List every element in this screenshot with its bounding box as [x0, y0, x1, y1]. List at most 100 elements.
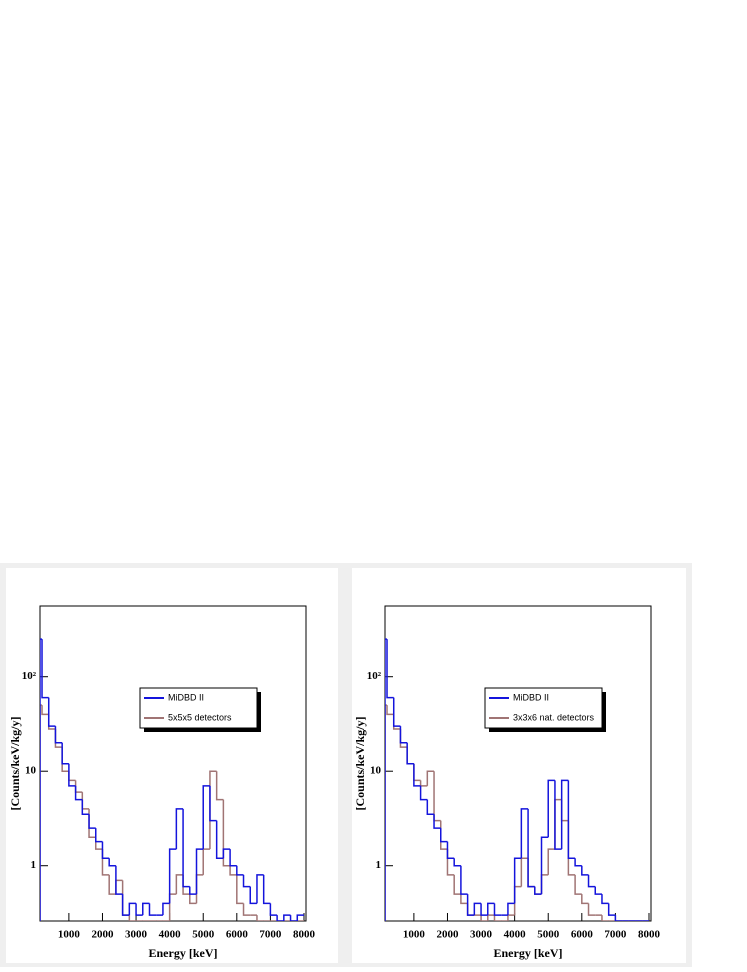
x-tick-label: 4000: [504, 929, 527, 941]
y-tick-label: 10: [370, 765, 382, 777]
x-axis-label: Energy [keV]: [149, 946, 218, 960]
histogram-bin: [487, 914, 495, 921]
histogram-bin: [283, 914, 291, 921]
histogram-bin: [256, 915, 264, 921]
histogram-bin: [209, 770, 217, 850]
histogram-bin: [513, 857, 522, 904]
histogram-bin: [88, 814, 96, 829]
legend-label: MiDBD II: [513, 692, 549, 702]
histogram-bin: [256, 874, 264, 904]
legend-label: 3x3x6 nat. detectors: [513, 712, 595, 722]
histogram-bin: [493, 903, 502, 916]
histogram-bin: [601, 894, 609, 905]
histogram-bin: [480, 915, 488, 921]
histogram-bin: [386, 639, 394, 699]
x-tick-label: 6000: [226, 929, 249, 941]
histogram-bin: [121, 894, 130, 916]
legend-label: 5x5x5 detectors: [168, 712, 232, 722]
histogram-bin: [419, 785, 428, 801]
histogram-bin: [135, 903, 143, 916]
histogram-bin: [440, 828, 448, 843]
histogram-bin: [547, 779, 555, 838]
histogram-bin: [128, 902, 137, 916]
histogram-bin: [195, 848, 204, 895]
histogram-bin: [413, 763, 421, 787]
histogram-bin: [74, 785, 83, 801]
histogram-bin: [108, 874, 116, 895]
histogram-bin: [222, 848, 231, 859]
histogram-bin: [581, 865, 589, 876]
histogram-bin: [581, 894, 589, 905]
histogram-bin: [262, 874, 271, 905]
histogram-bin: [493, 915, 502, 921]
histogram-bin: [453, 874, 461, 895]
histogram-bin: [242, 903, 251, 916]
y-axis-label: [Counts/keV/kg/y]: [8, 716, 22, 810]
histogram-bin: [162, 902, 170, 916]
x-tick-label: 7000: [259, 929, 282, 941]
histogram-bin: [115, 865, 123, 895]
histogram-bin: [473, 902, 482, 916]
histogram-bin: [189, 886, 197, 895]
histogram-bin: [41, 639, 49, 699]
histogram-bin: [182, 808, 190, 888]
histogram-bin: [547, 848, 555, 875]
histogram-bin: [81, 799, 90, 816]
histogram-bin: [453, 858, 461, 867]
histogram-bin: [426, 799, 435, 816]
histogram-bin: [47, 697, 56, 727]
legend-label: MiDBD II: [168, 692, 204, 702]
histogram-bin: [54, 726, 63, 744]
histogram-bin: [142, 902, 150, 916]
histogram-bin: [148, 903, 157, 916]
x-tick-label: 5000: [192, 929, 215, 941]
histogram-bin: [236, 865, 244, 876]
plot-frame: [39, 605, 307, 922]
x-tick-label: 3000: [470, 929, 493, 941]
histogram-bin: [567, 780, 576, 859]
x-tick-label: 5000: [537, 929, 560, 941]
histogram-bin: [175, 808, 184, 850]
histogram-bin: [276, 915, 284, 921]
histogram-bin: [108, 858, 116, 867]
histogram-bin: [236, 874, 244, 905]
histogram-bin: [480, 903, 488, 916]
histogram-bin: [406, 742, 414, 765]
histogram-bin: [41, 705, 49, 716]
y-tick-label: 10²: [367, 670, 382, 682]
histogram-bin: [433, 814, 441, 829]
histogram-bin: [242, 874, 251, 888]
histogram-bin: [296, 914, 304, 921]
histogram-bin: [574, 858, 582, 867]
histogram-bin: [587, 874, 596, 888]
histogram-bin: [601, 915, 609, 921]
histogram-bin: [520, 808, 529, 859]
histogram-bin: [594, 886, 602, 895]
y-tick-label: 10: [25, 765, 37, 777]
x-tick-label: 2000: [91, 929, 114, 941]
histogram-bin: [540, 836, 549, 895]
x-tick-label: 8000: [638, 929, 661, 941]
histogram-bin: [269, 903, 278, 916]
plot-frame: [384, 605, 652, 922]
histogram-bin: [128, 915, 137, 921]
histogram-bin: [460, 865, 468, 895]
histogram-bin: [554, 780, 562, 850]
histogram-bin: [229, 865, 237, 876]
legend: [139, 687, 258, 729]
histogram-bin: [392, 697, 401, 727]
histogram-bin: [487, 902, 495, 916]
x-tick-label: 4000: [159, 929, 182, 941]
histogram-bin: [175, 874, 184, 895]
histogram-bin: [168, 848, 177, 904]
histogram-bin: [460, 894, 468, 905]
histogram-bin: [560, 779, 569, 850]
y-tick-label: 10²: [22, 670, 37, 682]
histogram-bin: [215, 771, 224, 801]
histogram-bin: [386, 705, 394, 716]
histogram-bin: [587, 903, 596, 916]
histogram-bin: [202, 785, 210, 850]
histogram-bin: [229, 849, 237, 867]
histogram-bin: [574, 874, 582, 895]
histogram-bin: [95, 828, 103, 843]
